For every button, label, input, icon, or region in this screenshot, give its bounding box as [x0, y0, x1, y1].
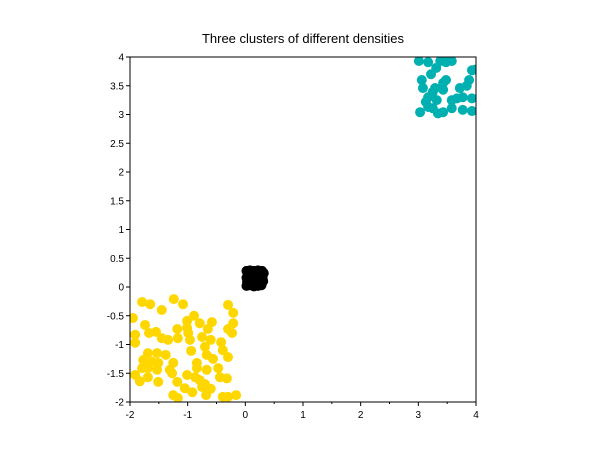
data-point — [228, 318, 239, 329]
data-point — [231, 390, 242, 401]
data-point — [413, 57, 424, 67]
data-point — [423, 57, 434, 68]
data-point — [182, 315, 193, 326]
data-point — [184, 334, 195, 345]
data-point — [432, 108, 443, 119]
data-point — [142, 363, 153, 374]
data-point — [156, 305, 167, 315]
y-tick-label: 4 — [118, 53, 124, 64]
data-point — [228, 307, 239, 318]
data-point — [431, 95, 442, 106]
data-point — [438, 77, 449, 88]
data-point — [438, 84, 449, 95]
data-point — [426, 69, 437, 80]
data-point — [255, 271, 266, 282]
data-point — [172, 333, 183, 344]
x-tick-label: 1 — [300, 410, 306, 421]
data-point — [217, 345, 228, 356]
data-point — [172, 392, 183, 402]
data-point — [470, 64, 476, 75]
plot-area — [130, 57, 476, 402]
data-point — [457, 104, 468, 115]
y-tick-label: -1.5 — [107, 369, 125, 380]
data-point — [223, 352, 234, 363]
data-point — [205, 334, 216, 345]
data-point — [160, 349, 171, 360]
data-point — [251, 278, 262, 289]
data-point — [150, 326, 161, 337]
data-point — [152, 348, 163, 359]
data-point — [201, 390, 212, 401]
data-point — [130, 337, 141, 348]
data-point — [179, 383, 190, 394]
y-tick-label: 3.5 — [110, 81, 124, 92]
y-tick-label: 0 — [118, 283, 124, 294]
data-point — [457, 92, 468, 103]
data-point — [466, 106, 476, 117]
data-point — [216, 337, 227, 348]
x-tick-label: 0 — [243, 410, 249, 421]
data-point — [446, 103, 457, 114]
data-point — [139, 319, 150, 330]
data-point — [189, 310, 200, 321]
data-point — [202, 323, 213, 334]
data-point — [134, 376, 145, 387]
data-point — [243, 275, 254, 286]
data-point — [138, 355, 149, 366]
data-point — [187, 387, 198, 398]
data-point — [446, 57, 457, 67]
data-point — [152, 364, 163, 375]
data-point — [466, 93, 476, 104]
data-point — [199, 341, 210, 352]
data-point — [163, 334, 174, 345]
x-tick-label: -2 — [126, 410, 135, 421]
axes: -2 -1 0 1 2 3 4 -2 -1.5 -1 -0.5 0 0.5 1 1.5 2 2.5 3 3.5 4 — [107, 53, 479, 422]
data-point — [137, 296, 148, 307]
y-tick-label: -2 — [115, 398, 124, 409]
data-point — [221, 373, 232, 384]
y-tick-label: 3 — [118, 110, 124, 121]
data-point — [415, 107, 426, 118]
data-point — [191, 363, 202, 374]
data-point — [182, 369, 193, 380]
y-tick-label: 1.5 — [110, 196, 124, 207]
data-point — [153, 376, 164, 387]
data-point — [208, 353, 219, 364]
x-tick-label: -1 — [183, 410, 192, 421]
data-point — [197, 332, 208, 343]
data-point — [223, 391, 234, 402]
data-point — [461, 80, 472, 91]
x-tick-label: 3 — [416, 410, 422, 421]
data-point — [417, 83, 428, 94]
y-tick-label: 0.5 — [110, 254, 124, 265]
x-tick-label: 4 — [473, 410, 479, 421]
data-point — [194, 318, 205, 329]
data-point — [201, 364, 212, 375]
data-point — [167, 368, 178, 379]
y-tick-label: 2.5 — [110, 139, 124, 150]
data-point — [172, 323, 183, 334]
data-point — [130, 313, 138, 324]
data-point — [142, 372, 153, 383]
data-point — [186, 345, 197, 356]
y-tick-label: -0.5 — [107, 311, 125, 322]
y-tick-label: -1 — [115, 340, 124, 351]
data-point — [130, 329, 141, 340]
data-point — [178, 299, 189, 310]
y-tick-label: 2 — [118, 168, 124, 179]
data-point — [227, 328, 238, 338]
data-point — [172, 376, 183, 387]
chart-title: Three clusters of different densities — [202, 31, 405, 46]
data-point — [197, 382, 208, 393]
x-tick-label: 2 — [358, 410, 364, 421]
data-point — [145, 299, 156, 310]
data-point — [427, 87, 438, 98]
data-point — [168, 294, 179, 305]
data-point — [213, 363, 224, 374]
data-point — [416, 75, 427, 85]
data-point — [223, 299, 234, 310]
y-tick-label: 1 — [118, 225, 124, 236]
